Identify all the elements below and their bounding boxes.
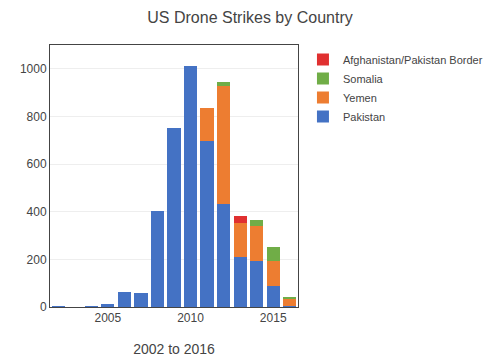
svg-text:1000: 1000 xyxy=(20,62,47,76)
svg-text:2002 to 2016: 2002 to 2016 xyxy=(133,341,215,357)
svg-text:800: 800 xyxy=(27,110,47,124)
svg-text:200: 200 xyxy=(27,253,47,267)
svg-text:2005: 2005 xyxy=(95,311,122,325)
svg-text:Somalia: Somalia xyxy=(343,73,384,85)
svg-text:0: 0 xyxy=(40,300,47,314)
svg-text:Afghanistan/Pakistan Border: Afghanistan/Pakistan Border xyxy=(343,54,483,66)
svg-text:2015: 2015 xyxy=(260,311,287,325)
svg-text:Yemen: Yemen xyxy=(343,92,377,104)
svg-text:2010: 2010 xyxy=(177,311,204,325)
svg-text:US Drone Strikes by Country: US Drone Strikes by Country xyxy=(147,9,352,26)
svg-text:600: 600 xyxy=(27,157,47,171)
svg-text:400: 400 xyxy=(27,205,47,219)
svg-text:Pakistan: Pakistan xyxy=(343,111,385,123)
